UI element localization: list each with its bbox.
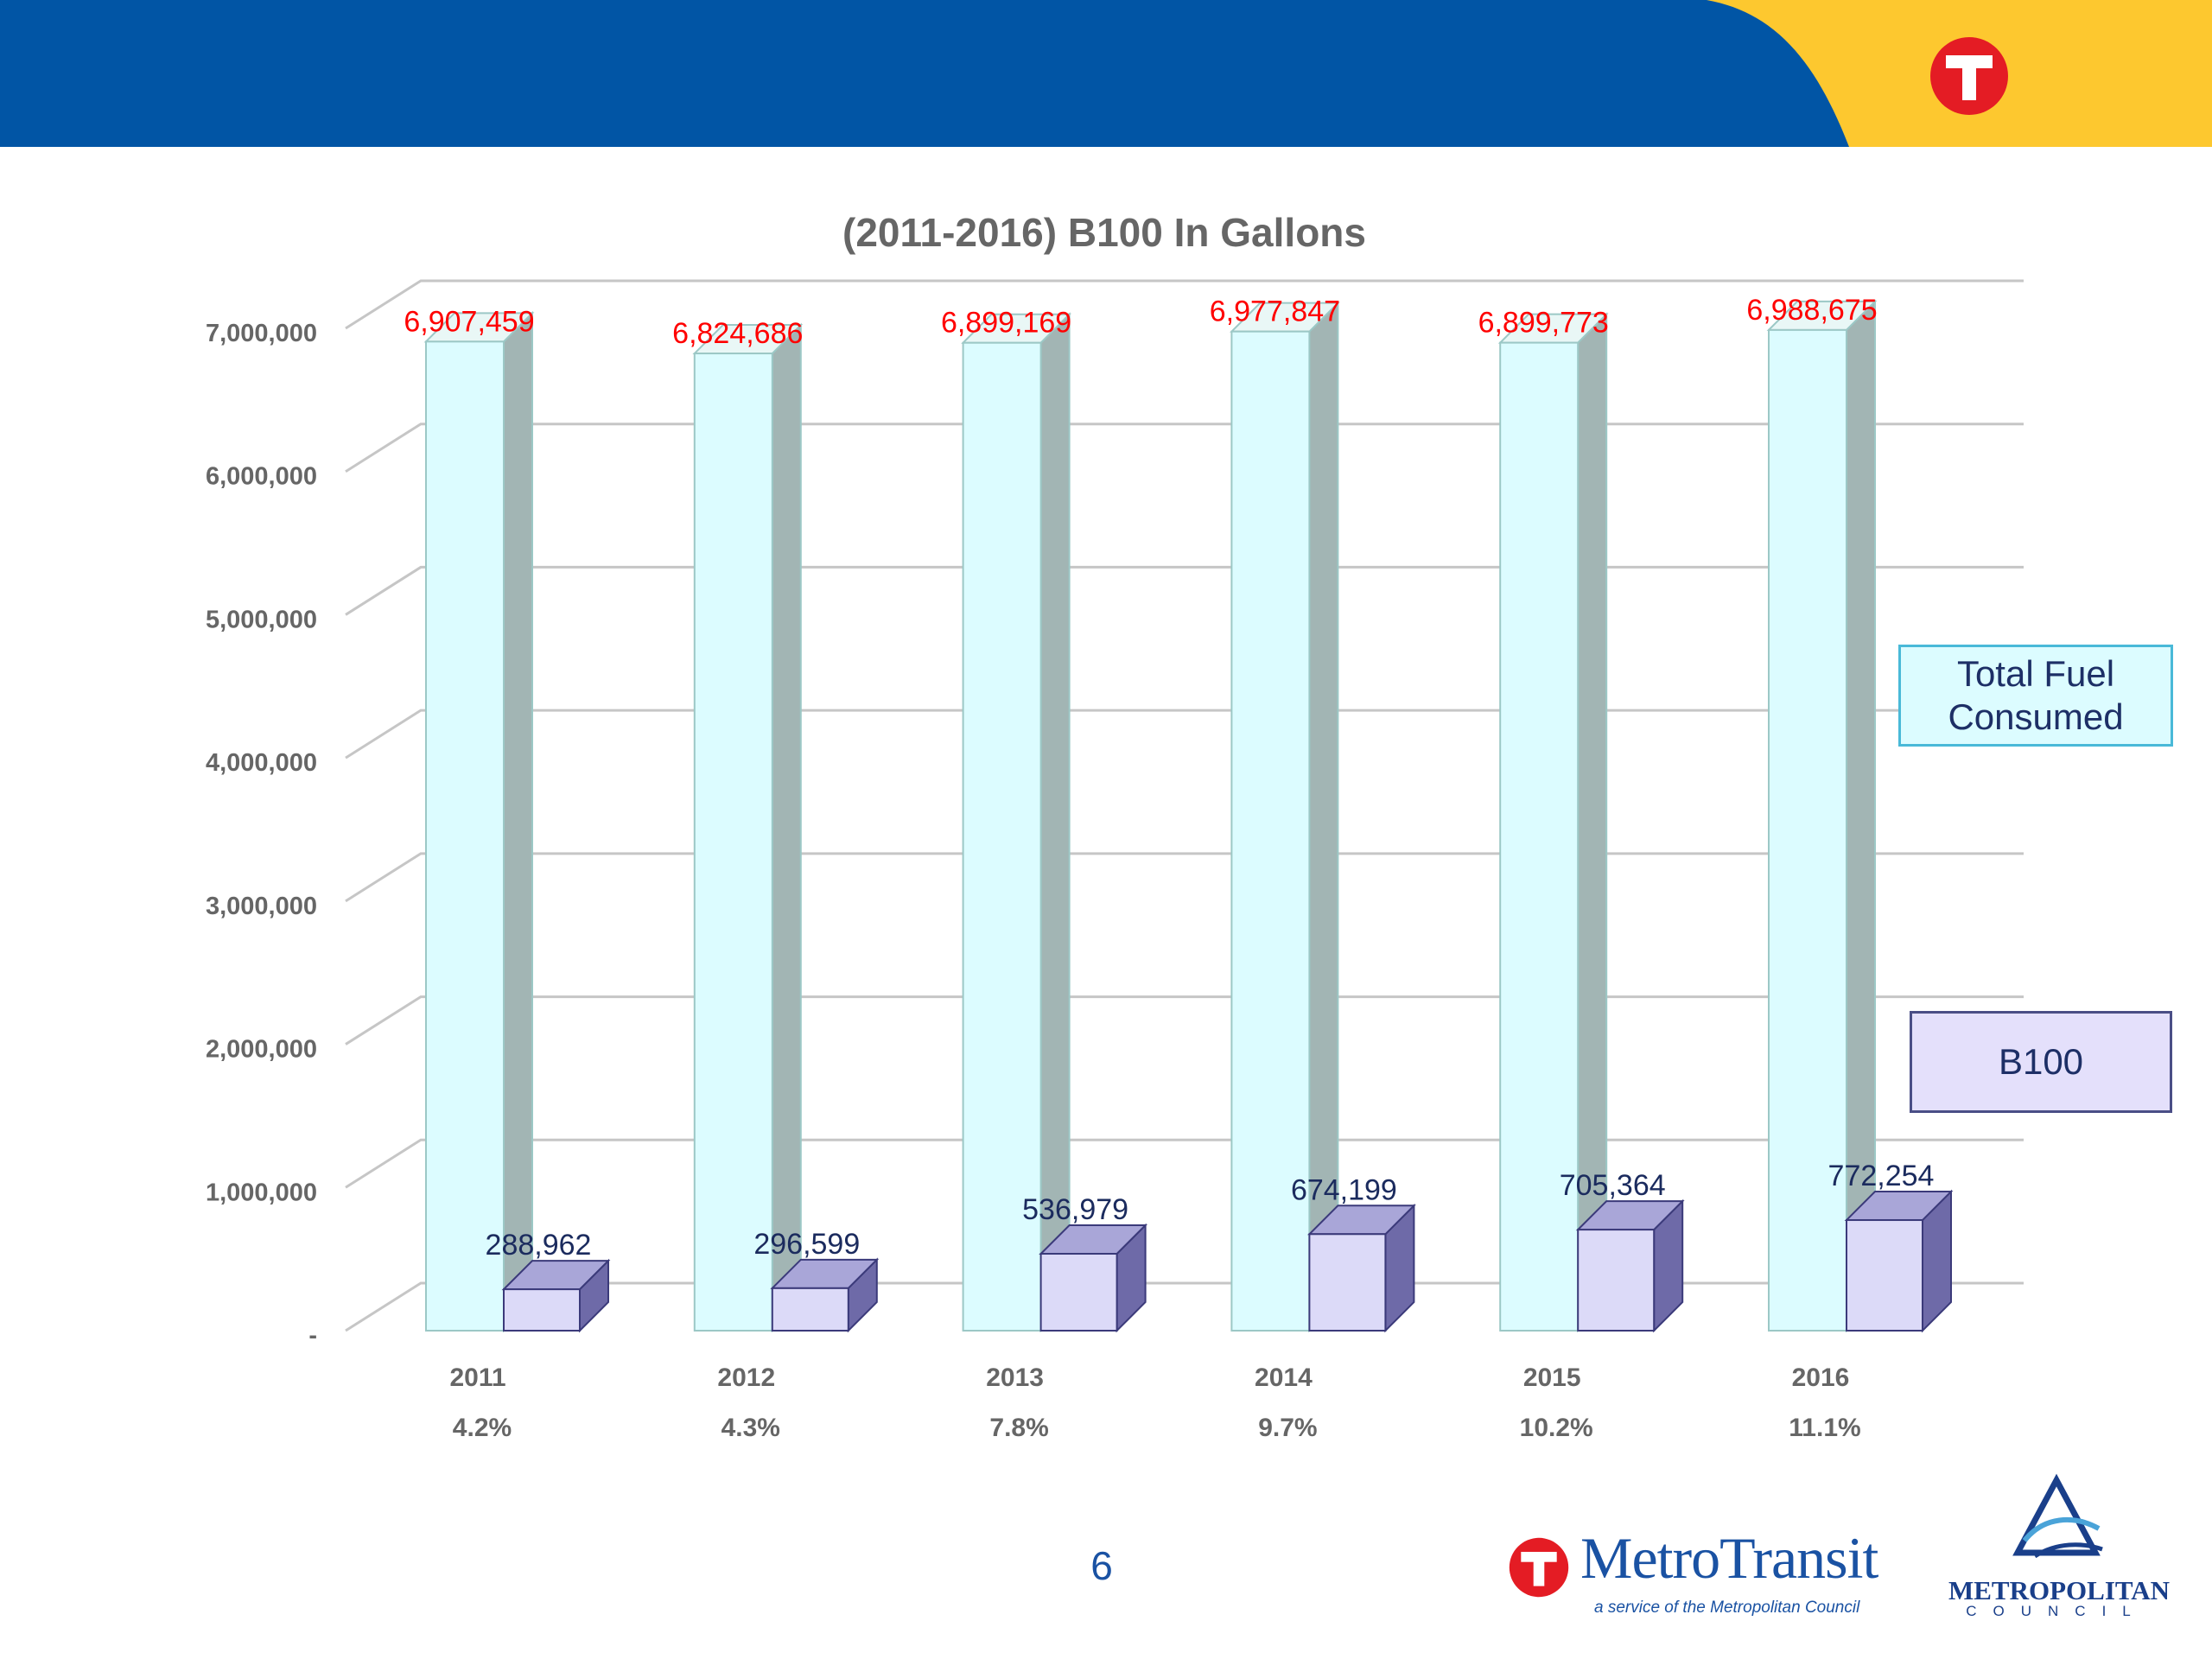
- total-fuel-bar-front: [1768, 328, 1847, 1332]
- b100-bar: [1575, 1198, 1685, 1333]
- b100-value-label: 296,599: [753, 1228, 860, 1261]
- total-fuel-value-label: 6,899,169: [941, 307, 1071, 340]
- y-tick-label: 1,000,000: [206, 1179, 317, 1206]
- y-tick-label: 5,000,000: [206, 606, 317, 633]
- metro-transit-logo: MetroTransit a service of the Metropolit…: [1508, 1525, 1905, 1624]
- y-tick-label: 7,000,000: [206, 320, 317, 347]
- total-fuel-bar: [961, 312, 1072, 1333]
- total-fuel-bar-front: [1230, 330, 1311, 1332]
- total-fuel-bar-side: [1039, 312, 1071, 1333]
- total-fuel-value-label: 6,977,847: [1210, 296, 1340, 328]
- total-fuel-bar: [423, 310, 535, 1333]
- b100-value-label: 536,979: [1022, 1193, 1128, 1226]
- x-tick-label: 2015: [1523, 1363, 1581, 1392]
- chart-title: (2011-2016) B100 In Gallons: [842, 210, 1366, 255]
- total-fuel-value-label: 6,988,675: [1746, 294, 1877, 327]
- gridlines: [345, 279, 2024, 1332]
- gridline: [345, 1281, 2024, 1332]
- y-tick-label: -: [308, 1322, 317, 1350]
- gridline: [345, 852, 2024, 903]
- x-tick-sublabel: 4.2%: [453, 1414, 512, 1442]
- x-tick-sublabel: 10.2%: [1520, 1414, 1593, 1442]
- b100-bar: [1844, 1189, 1954, 1333]
- total-fuel-bar: [1497, 312, 1609, 1333]
- metropolitan-council-logo: METROPOLITAN COUNCIL: [1948, 1473, 2171, 1624]
- total-fuel-bar-side: [503, 310, 533, 1333]
- y-tick-label: 4,000,000: [206, 749, 317, 777]
- legend-b100-label: B100: [1998, 1040, 2084, 1082]
- b100-chart: (2011-2016) B100 In Gallons - 1,000,000 2,…: [206, 210, 2024, 1442]
- council-name: METROPOLITAN: [1948, 1575, 2171, 1605]
- gridline: [345, 1138, 2024, 1189]
- y-tick-label: 6,000,000: [206, 463, 317, 491]
- bars: 6,907,459 288,962 6,824,686 296,599 6,899,16…: [404, 294, 1954, 1333]
- b100-bar-front: [1308, 1233, 1387, 1332]
- y-tick-label: 2,000,000: [206, 1036, 317, 1064]
- total-fuel-bar: [1766, 299, 1878, 1333]
- total-fuel-bar-side: [771, 322, 802, 1333]
- x-tick-sublabel: 4.3%: [721, 1414, 780, 1442]
- x-axis-tick-labels: 2011 4.2% 2012 4.3% 2013 7.8% 2014 9.7% 2015 10.2…: [449, 1363, 1860, 1442]
- x-tick-sublabel: 7.8%: [989, 1414, 1048, 1442]
- legend-total-fuel-consumed: Total Fuel Consumed: [1898, 645, 2173, 747]
- b100-bar: [1306, 1203, 1416, 1333]
- gridline: [345, 995, 2024, 1046]
- x-tick-label: 2014: [1255, 1363, 1313, 1392]
- total-fuel-bar-front: [693, 353, 773, 1332]
- b100-bar-front: [1039, 1253, 1118, 1332]
- b100-bar: [501, 1258, 611, 1333]
- x-tick-sublabel: 9.7%: [1258, 1414, 1317, 1442]
- total-fuel-bar: [692, 322, 804, 1333]
- total-fuel-bar-front: [1499, 341, 1580, 1332]
- b100-bar-front: [1577, 1229, 1656, 1332]
- metro-transit-wordmark: MetroTransit: [1580, 1525, 1878, 1591]
- x-tick-label: 2011: [449, 1363, 505, 1392]
- council-emblem-icon: [2012, 1473, 2103, 1559]
- legend-total-label: Total Fuel Consumed: [1948, 652, 2124, 737]
- total-fuel-bar: [1229, 301, 1340, 1333]
- b100-value-label: 288,962: [486, 1229, 592, 1262]
- x-tick-label: 2013: [986, 1363, 1044, 1392]
- x-tick-sublabel: 11.1%: [1789, 1414, 1860, 1442]
- b100-value-label: 674,199: [1291, 1173, 1397, 1206]
- header-logo-t-icon: [1930, 37, 2008, 115]
- b100-bar-front: [503, 1288, 581, 1332]
- council-subtitle: COUNCIL: [1966, 1603, 2147, 1619]
- total-fuel-bar-front: [425, 340, 505, 1332]
- header-banner: [0, 0, 2212, 147]
- total-fuel-value-label: 6,907,459: [404, 305, 534, 338]
- gridline: [345, 565, 2024, 616]
- b100-bar: [770, 1257, 880, 1333]
- b100-bar: [1039, 1223, 1148, 1333]
- x-tick-label: 2016: [1792, 1363, 1850, 1392]
- gridline: [345, 279, 2024, 330]
- y-tick-label: 3,000,000: [206, 893, 317, 920]
- b100-value-label: 772,254: [1828, 1160, 1935, 1192]
- y-axis-tick-labels: - 1,000,000 2,000,000 3,000,000 4,000,000 5,0…: [206, 320, 317, 1350]
- metro-transit-tagline: a service of the Metropolitan Council: [1594, 1599, 1860, 1617]
- page-number: 6: [1090, 1543, 1113, 1588]
- x-tick-label: 2012: [717, 1363, 775, 1392]
- total-fuel-value-label: 6,824,686: [672, 317, 803, 350]
- gridline: [345, 423, 2024, 473]
- total-fuel-value-label: 6,899,773: [1478, 307, 1609, 340]
- gridline: [345, 709, 2024, 760]
- b100-value-label: 705,364: [1560, 1169, 1666, 1202]
- b100-bar-front: [1846, 1219, 1923, 1332]
- b100-bar-front: [771, 1287, 849, 1332]
- metro-transit-t-icon: [1509, 1537, 1569, 1598]
- legend-b100: B100: [1910, 1011, 2172, 1113]
- total-fuel-bar-front: [962, 341, 1042, 1332]
